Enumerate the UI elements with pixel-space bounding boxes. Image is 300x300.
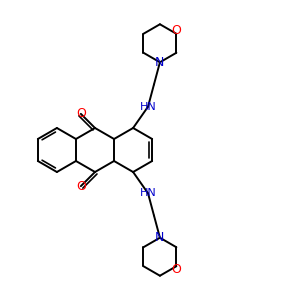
Text: O: O <box>76 107 86 120</box>
Text: HN: HN <box>140 188 156 198</box>
Text: N: N <box>155 231 165 244</box>
Text: O: O <box>171 263 181 276</box>
Text: O: O <box>76 180 86 193</box>
Text: O: O <box>171 24 181 37</box>
Text: N: N <box>155 56 165 69</box>
Text: HN: HN <box>140 102 156 112</box>
